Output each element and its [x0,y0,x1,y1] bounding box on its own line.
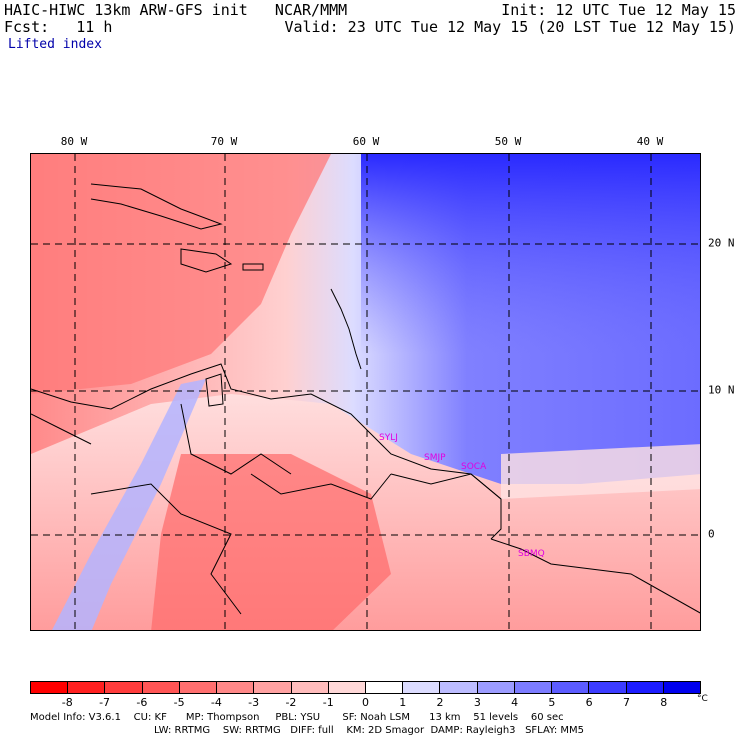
lat-label-0: 0 [708,527,715,541]
model-title: HAIC-HIWC 13km ARW-GFS init NCAR/MMM [4,1,348,19]
station-sylj: SYLJ [379,433,398,443]
color-scale-swatch [476,682,514,693]
graticule [31,154,700,630]
station-markers: SYLJ SMJP SOCA SBMQ [379,433,545,559]
color-scale-swatch [67,682,105,693]
border-guianas [390,473,502,500]
border-colombia-venezuela [180,403,292,475]
color-scale-swatch [513,682,552,693]
forecast-hour: Fcst: 11 h [4,18,113,36]
border-venezuela-brazil [250,473,392,500]
color-scale-tick-label: 3 [473,696,481,709]
color-scale-tick-label: -1 [322,696,334,709]
color-scale-swatch [625,682,663,693]
color-scale-swatch [551,682,589,693]
color-scale-swatch [364,682,403,693]
color-scale-tick-label: 4 [511,696,519,709]
field-andes-stable [52,379,206,630]
color-scale-swatch [662,682,700,693]
valid-time: Valid: 23 UTC Tue 12 May 15 (20 LST Tue … [284,18,736,36]
lon-label-40w: 40 W [636,135,664,148]
coastline-central-america [31,413,92,445]
lat-label-20n: 20 N [708,236,735,250]
field-atlantic-pale [501,444,700,499]
color-scale-swatch [327,682,365,693]
coastline-hispaniola [180,248,233,273]
init-time: Init: 12 UTC Tue 12 May 15 [501,1,736,19]
color-scale-tick-label: 7 [622,696,630,709]
field-caribbean-unstable [31,154,331,394]
coastline-cuba [90,183,223,230]
model-info-line2: LW: RRTMG SW: RRTMG DIFF: full KM: 2D Sm… [154,725,584,736]
coastline-lesser-antilles [330,288,362,370]
color-scale-swatch [439,682,477,693]
color-scale-swatch [216,682,254,693]
coastline-lake-maracaibo [205,373,224,407]
color-scale-tick-label: 1 [399,696,407,709]
coastline-puerto-rico [242,263,264,271]
color-scale-tick-label: -3 [248,696,260,709]
color-scale-tick-label: 2 [436,696,444,709]
color-scale-swatch [290,682,328,693]
model-info-line1: Model Info: V3.6.1 CU: KF MP: Thompson P… [30,712,564,723]
color-scale-unit: °C [697,694,708,704]
color-scale-swatch [402,682,440,693]
color-scale-tick-label: -4 [210,696,222,709]
color-scale-tick-label: 6 [585,696,593,709]
station-smjp: SMJP [424,453,446,463]
color-scale-swatch [141,682,179,693]
field-amazon-unstable [151,454,391,630]
lon-label-60w: 60 W [352,135,380,148]
coastline-brazil [490,538,700,614]
color-scale-swatch [178,682,217,693]
color-scale-tick-label: -5 [173,696,185,709]
color-scale-swatch [588,682,626,693]
field-name: Lifted index [8,37,102,52]
color-scale-swatch [31,682,68,693]
color-scale-swatch [104,682,142,693]
color-scale-tick-label: -2 [285,696,297,709]
border-andean [90,483,242,615]
lifted-index-map: SYLJ SMJP SOCA SBMQ [30,153,701,631]
color-scale-tick-label: -8 [61,696,73,709]
color-scale-tick-label: -6 [136,696,148,709]
station-soca: SOCA [461,462,487,472]
field-northeast-stable [361,154,700,354]
color-scale-tick-label: 5 [548,696,556,709]
color-scale-swatch [253,682,291,693]
color-scale-tick-label: 8 [660,696,668,709]
lon-label-70w: 70 W [210,135,238,148]
station-sbmq: SBMQ [518,549,545,559]
lat-label-10n: 10 N [708,383,735,397]
coastlines [31,183,700,615]
lon-label-80w: 80 W [60,135,88,148]
lon-label-50w: 50 W [494,135,522,148]
color-scale-tick-label: 0 [362,696,369,709]
color-scale [30,681,701,694]
map-canvas: SYLJ SMJP SOCA SBMQ [31,154,700,630]
color-scale-tick-label: -7 [99,696,111,709]
